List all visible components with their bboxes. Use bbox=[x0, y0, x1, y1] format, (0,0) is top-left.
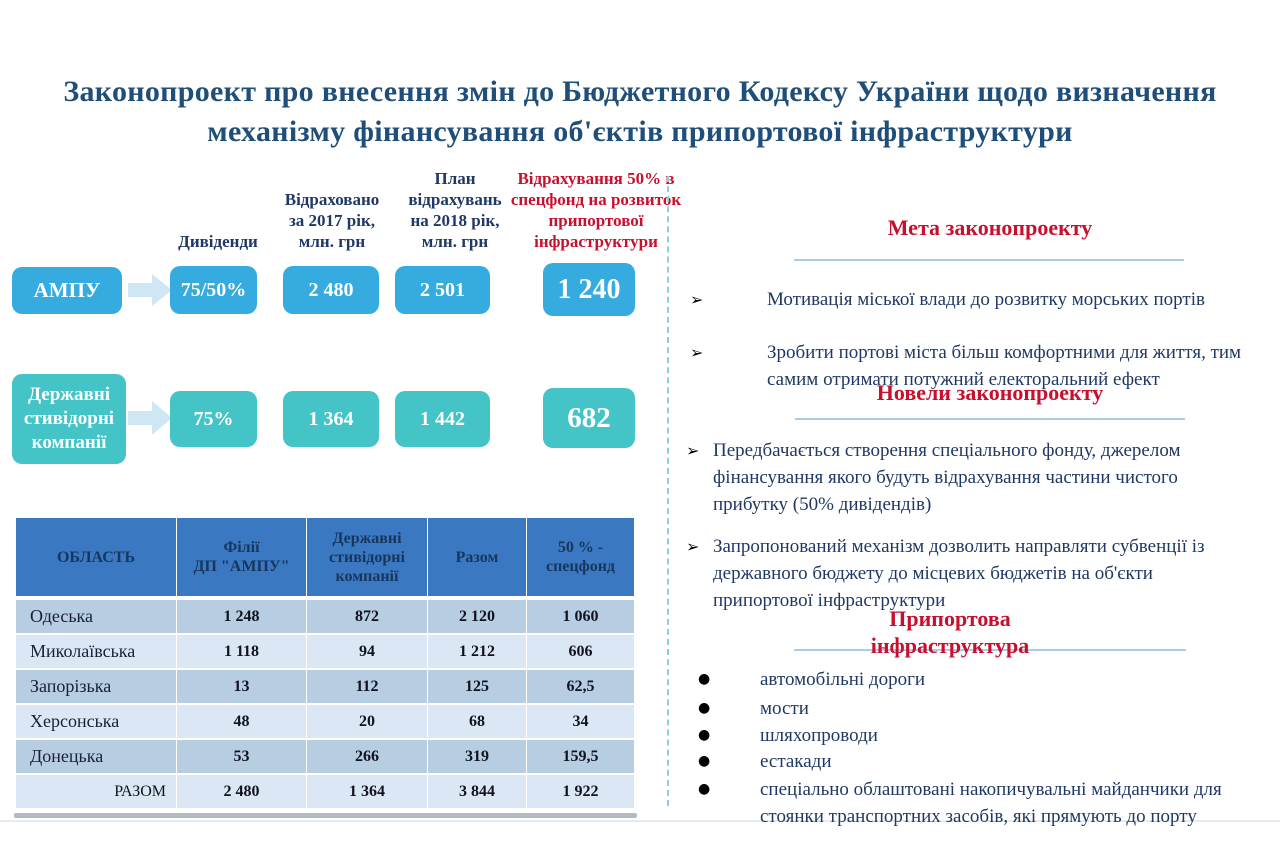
table-cell: 872 bbox=[307, 600, 427, 633]
stevedoring-paid-2017-box: 1 364 bbox=[283, 391, 379, 447]
column-header-ampu-branches: Філії ДП "АМПУ" bbox=[177, 518, 306, 596]
flow-header-plan-2018: План відрахувань на 2018 рік, млн. грн bbox=[408, 169, 502, 251]
table-cell: 1 060 bbox=[527, 600, 634, 633]
list-item-text: шляхопроводи bbox=[760, 725, 878, 746]
arrow-bullet-icon: ➢ bbox=[690, 343, 704, 362]
list-item-text: Мотивація міської влади до розвитку морс… bbox=[767, 289, 1205, 310]
list-item-text: Запропонований механізм дозволить направ… bbox=[713, 536, 1205, 611]
table-cell: 3 844 bbox=[428, 775, 526, 808]
table-cell: 125 bbox=[428, 670, 526, 703]
list-item: ➢ Зробити портові міста більш комфортним… bbox=[690, 339, 1265, 393]
table-cell: Херсонська bbox=[16, 705, 176, 738]
list-item-text: спеціально облаштовані накопичувальні ма… bbox=[760, 779, 1222, 827]
list-item-text: мости bbox=[760, 698, 809, 719]
table-cell: 1 212 bbox=[428, 635, 526, 668]
column-header-special-fund: 50 % - спецфонд bbox=[527, 518, 634, 596]
table-cell: 68 bbox=[428, 705, 526, 738]
stevedoring-dividends-box: 75% bbox=[170, 391, 257, 447]
column-header-total: Разом bbox=[428, 518, 526, 596]
flow-arrow-icon bbox=[128, 274, 172, 306]
section-underline bbox=[794, 649, 1186, 651]
section-underline bbox=[795, 418, 1185, 420]
page-title: Законопроект про внесення змін до Бюджет… bbox=[63, 75, 1217, 148]
table-cell: 1 248 bbox=[177, 600, 306, 633]
table-cell: 159,5 bbox=[527, 740, 634, 773]
flow-arrow-icon bbox=[128, 401, 172, 435]
section-title-goal: Мета законопроекту bbox=[887, 215, 1093, 240]
dot-bullet-icon: ● bbox=[698, 700, 711, 716]
table-cell: 2 120 bbox=[428, 600, 526, 633]
flow-header-dividends: Дивіденди bbox=[178, 232, 258, 251]
table-cell: 112 bbox=[307, 670, 427, 703]
ampu-plan-2018-box: 2 501 bbox=[395, 266, 490, 314]
table-cell: 34 bbox=[527, 705, 634, 738]
table-cell: Миколаївська bbox=[16, 635, 176, 668]
list-item-text: автомобільні дороги bbox=[760, 669, 926, 690]
table-bottom-shadow bbox=[14, 813, 637, 818]
flow-header-special-fund: Відрахування 50% в спецфонд на розвиток … bbox=[510, 169, 682, 251]
list-item-text: Зробити портові міста більш комфортними … bbox=[767, 342, 1242, 390]
section-title-infrastructure: Припортова інфраструктура bbox=[870, 606, 1030, 658]
table-cell: 266 bbox=[307, 740, 427, 773]
column-header-region: ОБЛАСТЬ bbox=[16, 518, 176, 596]
table-cell: Запорізька bbox=[16, 670, 176, 703]
table-cell: 2 480 bbox=[177, 775, 306, 808]
table-cell: 1 118 bbox=[177, 635, 306, 668]
list-item: ● спеціально облаштовані накопичувальні … bbox=[698, 776, 1268, 830]
table-cell: 319 bbox=[428, 740, 526, 773]
regions-table-body: Одеська 1 248 872 2 120 1 060 Миколаївсь… bbox=[16, 600, 634, 808]
stevedoring-special-fund-box: 682 bbox=[543, 388, 635, 448]
table-cell: 13 bbox=[177, 670, 306, 703]
dot-bullet-icon: ● bbox=[698, 753, 711, 769]
table-cell: 606 bbox=[527, 635, 634, 668]
regions-table-header: ОБЛАСТЬ Філії ДП "АМПУ" Державні стивідо… bbox=[16, 518, 634, 596]
list-item: ➢ Запропонований механізм дозволить напр… bbox=[686, 533, 1271, 614]
stevedoring-plan-2018-box: 1 442 bbox=[395, 391, 490, 447]
list-item: ➢ Мотивація міської влади до розвитку мо… bbox=[690, 286, 1250, 313]
table-cell: 1 364 bbox=[307, 775, 427, 808]
list-item-text: естакади bbox=[760, 751, 832, 772]
table-cell: 94 bbox=[307, 635, 427, 668]
list-item: ➢ Передбачається створення спеціального … bbox=[686, 437, 1251, 518]
table-cell: Одеська bbox=[16, 600, 176, 633]
column-header-stevedoring: Державні стивідорні компанії bbox=[307, 518, 427, 596]
list-item: ● шляхопроводи bbox=[698, 722, 1268, 749]
stevedoring-label-box: Державні стивідорні компанії bbox=[12, 374, 126, 464]
dot-bullet-icon: ● bbox=[698, 671, 711, 687]
list-item-text: Передбачається створення спеціального фо… bbox=[713, 440, 1181, 515]
section-title-novelties: Новели законопроекту bbox=[876, 380, 1104, 405]
ampu-label-box: АМПУ bbox=[12, 267, 122, 314]
table-total-label: РАЗОМ bbox=[16, 775, 176, 808]
flow-header-paid-2017: Відраховано за 2017 рік, млн. грн bbox=[284, 190, 380, 251]
list-item: ● естакади bbox=[698, 748, 1268, 775]
table-cell: 20 bbox=[307, 705, 427, 738]
table-cell: Донецька bbox=[16, 740, 176, 773]
arrow-bullet-icon: ➢ bbox=[686, 537, 700, 556]
section-underline bbox=[794, 259, 1184, 261]
arrow-bullet-icon: ➢ bbox=[690, 290, 704, 309]
table-cell: 53 bbox=[177, 740, 306, 773]
ampu-special-fund-box: 1 240 bbox=[543, 263, 635, 316]
table-cell: 48 bbox=[177, 705, 306, 738]
arrow-bullet-icon: ➢ bbox=[686, 441, 700, 460]
flow-column-headers: Дивіденди Відраховано за 2017 рік, млн. … bbox=[0, 164, 690, 252]
ampu-paid-2017-box: 2 480 bbox=[283, 266, 379, 314]
table-cell: 1 922 bbox=[527, 775, 634, 808]
list-item: ● мости bbox=[698, 695, 1268, 722]
table-cell: 62,5 bbox=[527, 670, 634, 703]
ampu-dividends-box: 75/50% bbox=[170, 266, 257, 314]
dot-bullet-icon: ● bbox=[698, 781, 711, 797]
vertical-dashed-divider bbox=[667, 176, 669, 806]
list-item: ● автомобільні дороги bbox=[698, 666, 1268, 693]
dot-bullet-icon: ● bbox=[698, 727, 711, 743]
bottom-divider-line bbox=[0, 820, 1280, 822]
